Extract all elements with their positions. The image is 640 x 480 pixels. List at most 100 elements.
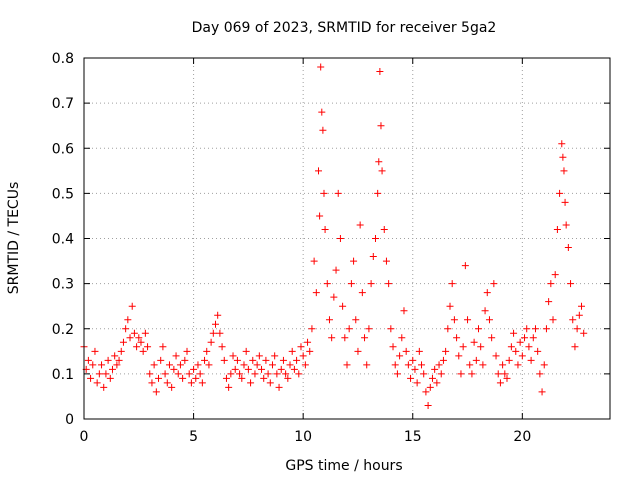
data-point: [444, 325, 452, 333]
data-point: [442, 347, 450, 355]
data-point: [378, 167, 386, 175]
data-point: [485, 316, 493, 324]
data-point: [102, 370, 110, 378]
data-point: [536, 370, 544, 378]
data-point: [339, 302, 347, 310]
data-point: [433, 379, 441, 387]
data-point: [262, 356, 270, 364]
data-point: [117, 347, 125, 355]
data-point: [468, 370, 476, 378]
data-point: [100, 383, 108, 391]
data-point: [304, 338, 312, 346]
data-point: [141, 329, 149, 337]
data-point: [293, 356, 301, 364]
data-point: [183, 347, 191, 355]
y-tick-label: 0.2: [52, 322, 74, 338]
data-point: [301, 361, 309, 369]
data-point: [113, 361, 121, 369]
data-point: [542, 325, 550, 333]
data-point: [352, 316, 360, 324]
data-point: [192, 374, 200, 382]
data-point: [247, 379, 255, 387]
data-point: [111, 352, 119, 360]
data-point: [233, 356, 241, 364]
y-tick-label: 0.7: [52, 96, 74, 112]
data-point: [415, 347, 423, 355]
data-point: [514, 361, 522, 369]
data-point: [464, 316, 472, 324]
data-point: [507, 343, 515, 351]
data-point: [207, 338, 215, 346]
data-point: [98, 361, 106, 369]
data-point: [119, 338, 127, 346]
data-point: [448, 280, 456, 288]
data-point: [534, 347, 542, 355]
data-point: [93, 379, 101, 387]
data-point: [155, 374, 163, 382]
data-point: [203, 347, 211, 355]
data-point: [407, 374, 415, 382]
data-point: [343, 361, 351, 369]
data-point: [260, 374, 268, 382]
data-point: [437, 370, 445, 378]
data-point: [196, 370, 204, 378]
data-point: [446, 302, 454, 310]
data-point: [122, 325, 130, 333]
data-point: [453, 334, 461, 342]
data-point: [227, 370, 235, 378]
data-point: [273, 370, 281, 378]
data-point: [341, 334, 349, 342]
data-point: [494, 370, 502, 378]
data-point: [505, 356, 513, 364]
data-point: [297, 343, 305, 351]
data-point: [525, 343, 533, 351]
data-point: [561, 198, 569, 206]
data-point: [521, 334, 529, 342]
data-point: [567, 280, 575, 288]
data-point: [531, 325, 539, 333]
data-point: [139, 347, 147, 355]
data-point: [284, 374, 292, 382]
data-point: [159, 343, 167, 351]
y-tick-label: 0.8: [52, 51, 74, 67]
data-point: [290, 365, 298, 373]
data-point: [499, 361, 507, 369]
data-point: [501, 370, 509, 378]
data-point: [89, 361, 97, 369]
data-point: [527, 356, 535, 364]
data-point: [161, 370, 169, 378]
data-point: [323, 280, 331, 288]
data-point: [240, 361, 248, 369]
data-point: [266, 379, 274, 387]
data-point: [398, 334, 406, 342]
data-point: [279, 356, 287, 364]
data-point: [268, 361, 276, 369]
data-point: [510, 329, 518, 337]
data-point: [218, 343, 226, 351]
data-point: [115, 356, 123, 364]
data-point: [424, 401, 432, 409]
data-point: [176, 361, 184, 369]
data-point: [148, 379, 156, 387]
data-point: [367, 280, 375, 288]
y-tick-label: 0.3: [52, 277, 74, 293]
data-point: [578, 302, 586, 310]
data-point: [299, 352, 307, 360]
data-point: [264, 370, 272, 378]
data-point: [336, 235, 344, 242]
data-point: [470, 338, 478, 346]
data-point: [87, 374, 95, 382]
data-point: [157, 356, 165, 364]
data-point: [549, 316, 557, 324]
data-point: [310, 257, 318, 265]
data-point: [332, 266, 340, 274]
data-point: [108, 365, 116, 373]
data-point: [551, 271, 559, 279]
data-point: [396, 352, 404, 360]
chart-title: Day 069 of 2023, SRMTID for receiver 5ga…: [192, 20, 497, 36]
data-point: [516, 338, 524, 346]
data-point: [318, 108, 326, 116]
data-point: [185, 370, 193, 378]
data-point: [275, 383, 283, 391]
